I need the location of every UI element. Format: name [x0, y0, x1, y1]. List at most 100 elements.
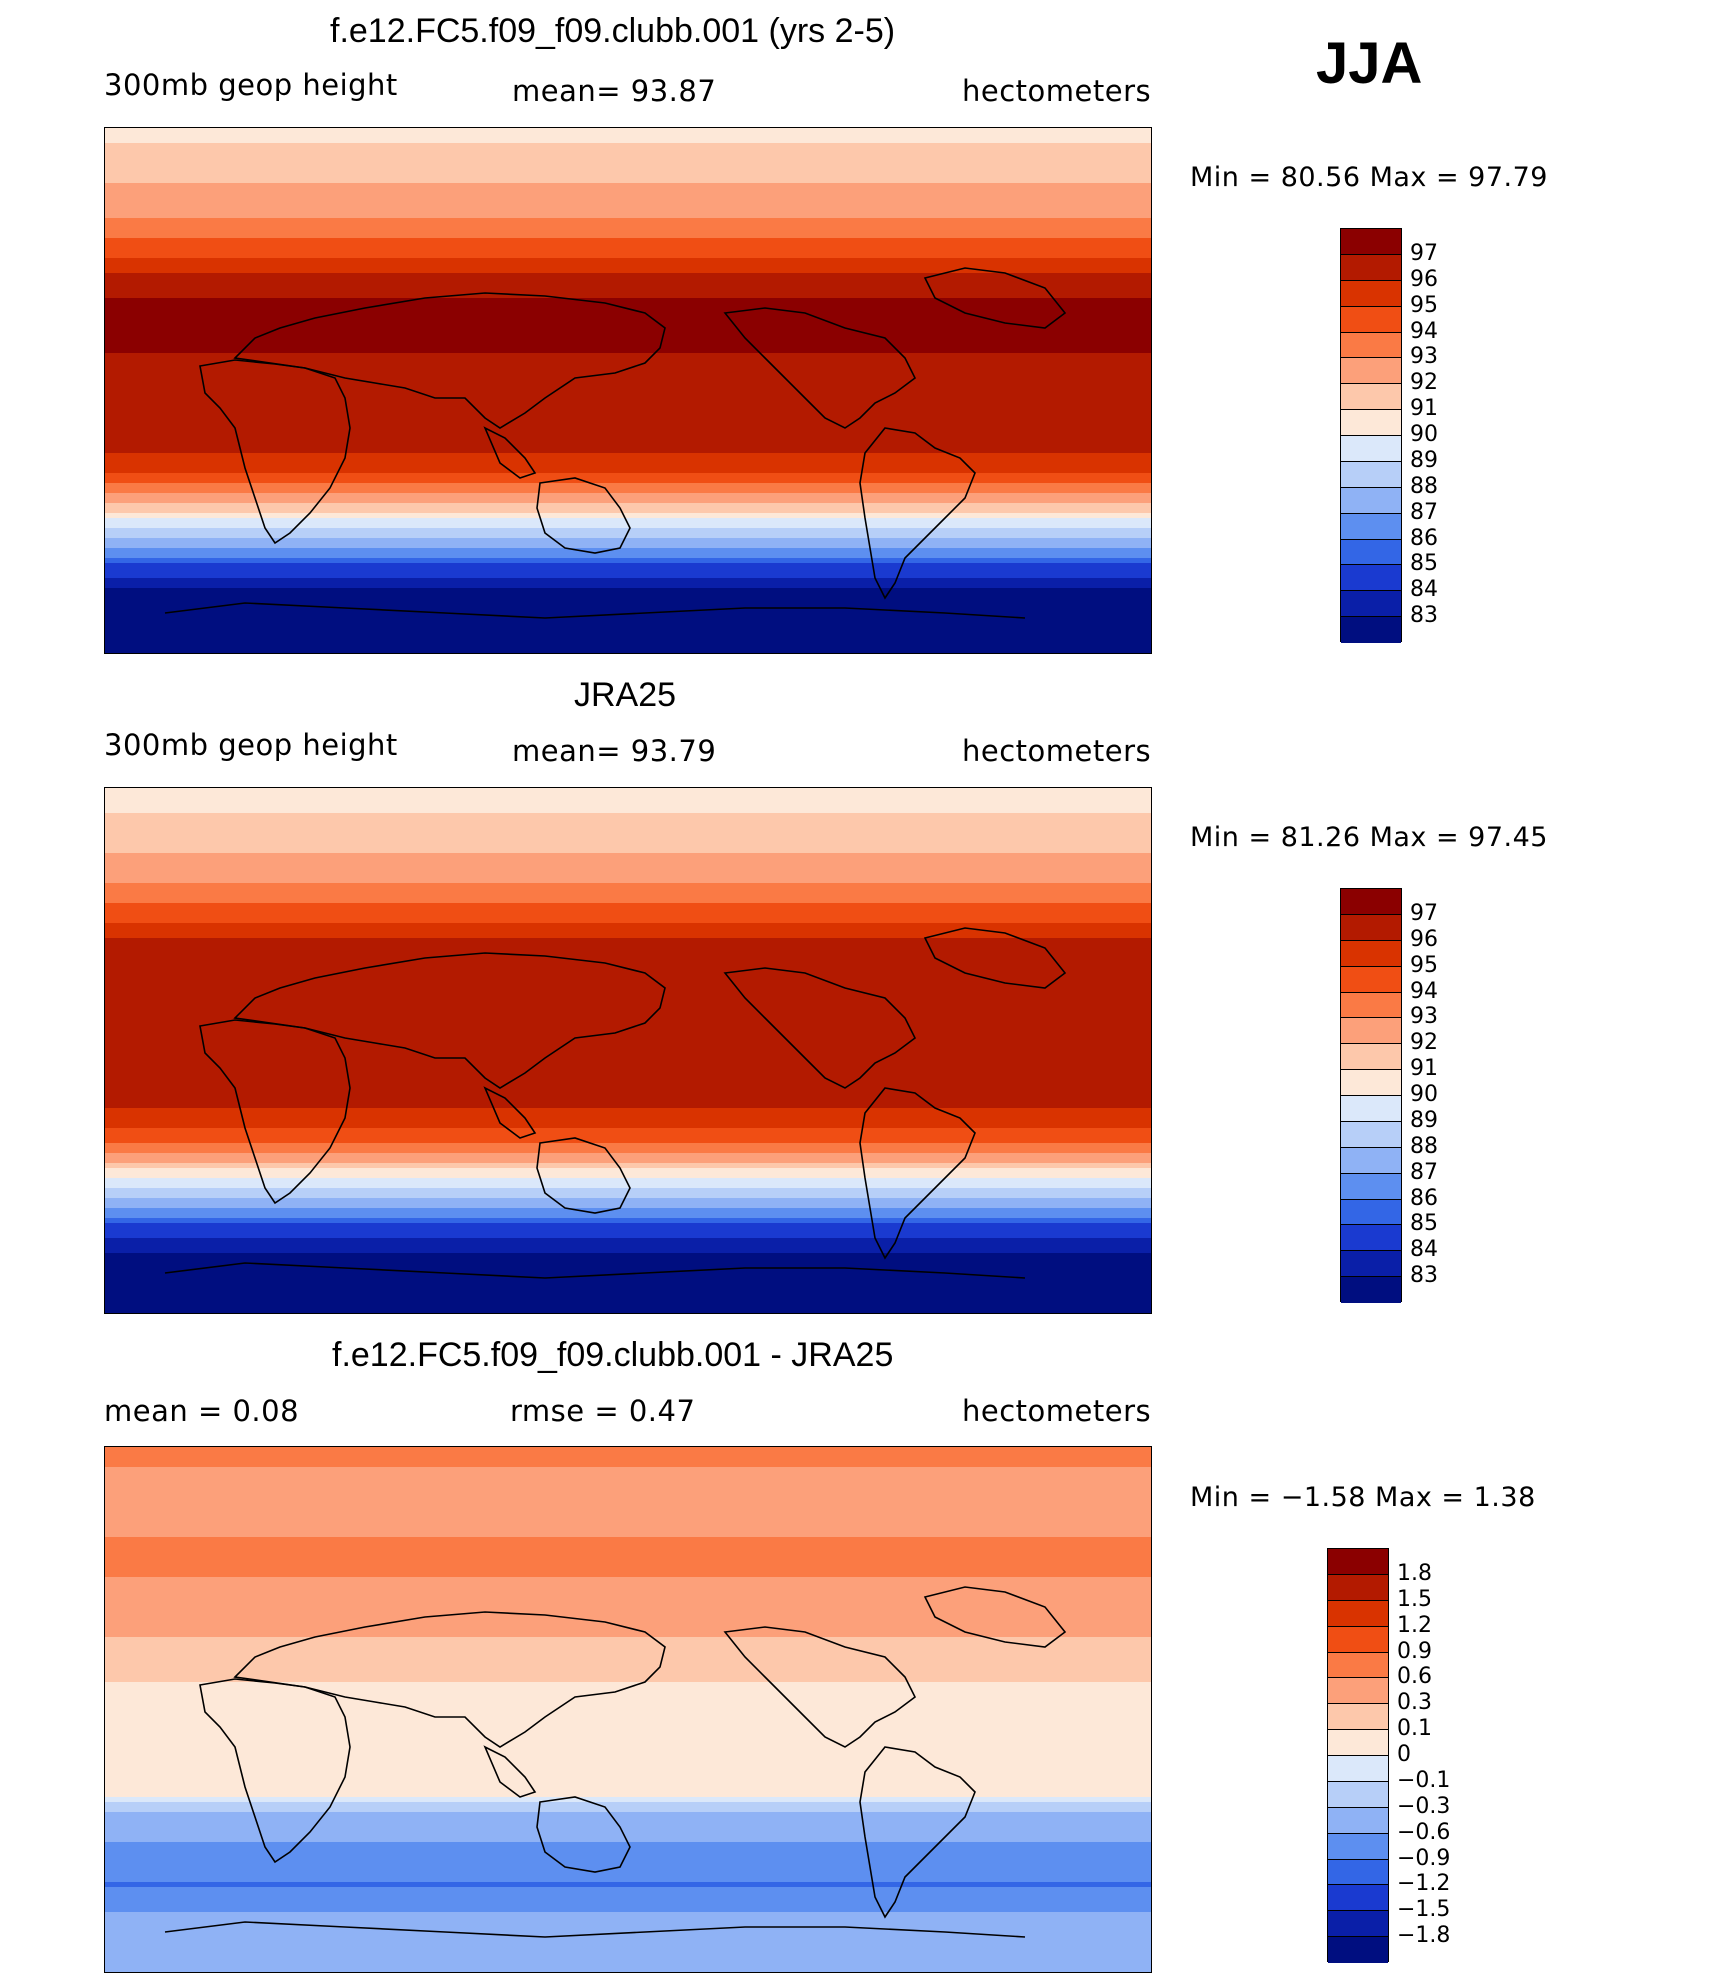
- colorbar-tick-label: 92: [1410, 370, 1438, 396]
- colorbar-swatch: [1341, 914, 1401, 941]
- map-latitude-band: [105, 1043, 1151, 1049]
- map-latitude-band: [105, 253, 1151, 259]
- map-latitude-band: [105, 1143, 1151, 1149]
- colorbar-tick-label: 0.3: [1397, 1690, 1432, 1716]
- map-latitude-band: [105, 1617, 1151, 1623]
- map-latitude-band: [105, 1612, 1151, 1618]
- map-latitude-band: [105, 1053, 1151, 1059]
- map-latitude-band: [105, 1228, 1151, 1234]
- map-latitude-band: [105, 858, 1151, 864]
- colorbar-swatch: [1341, 565, 1401, 592]
- continent-outline: [536, 1137, 631, 1214]
- map-latitude-band: [105, 1482, 1151, 1488]
- map-latitude-band: [105, 1697, 1151, 1703]
- panel-3-units-label: hectometers: [962, 1394, 1152, 1428]
- continent-outline: [483, 426, 537, 479]
- map-latitude-band: [105, 1487, 1151, 1493]
- map-latitude-band: [105, 1852, 1151, 1858]
- map-latitude-band: [105, 1532, 1151, 1538]
- map-latitude-band: [105, 1812, 1151, 1818]
- season-label: JJA: [1316, 31, 1423, 96]
- map-latitude-band: [105, 573, 1151, 579]
- map-latitude-band: [105, 523, 1151, 529]
- map-latitude-band: [105, 1577, 1151, 1583]
- colorbar-tick-label: 91: [1410, 396, 1438, 422]
- map-latitude-band: [105, 318, 1151, 324]
- map-latitude-band: [105, 233, 1151, 239]
- map-latitude-band: [105, 898, 1151, 904]
- panel-1-mean-label: mean= 93.87: [512, 74, 717, 108]
- panel-1-min-max: Min = 80.56 Max = 97.79: [1190, 162, 1548, 193]
- map-latitude-band: [105, 283, 1151, 289]
- panel-2-title: JRA25: [574, 676, 677, 714]
- map-latitude-band: [105, 483, 1151, 489]
- map-latitude-band: [105, 478, 1151, 484]
- colorbar-swatch: [1341, 461, 1401, 488]
- map-latitude-band: [105, 268, 1151, 274]
- map-latitude-band: [105, 988, 1151, 994]
- colorbar-swatch: [1328, 1626, 1388, 1653]
- map-latitude-band: [105, 828, 1151, 834]
- colorbar-swatch: [1328, 1652, 1388, 1679]
- map-latitude-band: [105, 908, 1151, 914]
- map-latitude-band: [105, 378, 1151, 384]
- map-latitude-band: [105, 1552, 1151, 1558]
- map-latitude-band: [105, 1762, 1151, 1768]
- colorbar-swatch: [1341, 940, 1401, 967]
- colorbar-swatch: [1341, 1044, 1401, 1071]
- colorbar-swatch: [1341, 1147, 1401, 1174]
- map-latitude-band: [105, 143, 1151, 149]
- map-latitude-band: [105, 463, 1151, 469]
- colorbar-tick-label: 88: [1410, 1133, 1438, 1159]
- colorbar-swatch: [1341, 1096, 1401, 1122]
- continent-outline: [536, 1796, 631, 1873]
- map-latitude-band: [105, 1462, 1151, 1468]
- colorbar-swatch: [1328, 1885, 1388, 1912]
- map-latitude-band: [105, 413, 1151, 419]
- map-latitude-band: [105, 848, 1151, 854]
- map-latitude-band: [105, 213, 1151, 219]
- map-latitude-band: [105, 603, 1151, 609]
- map-latitude-band: [105, 1013, 1151, 1019]
- panel-1-units-label: hectometers: [962, 74, 1152, 108]
- map-latitude-band: [105, 1268, 1151, 1274]
- map-latitude-band: [105, 323, 1151, 329]
- map-latitude-band: [105, 888, 1151, 894]
- map-latitude-band: [105, 1183, 1151, 1189]
- map-latitude-band: [105, 138, 1151, 144]
- map-latitude-band: [105, 958, 1151, 964]
- continent-outline: [233, 292, 666, 429]
- map-latitude-band: [105, 223, 1151, 229]
- map-latitude-band: [105, 1862, 1151, 1868]
- colorbar-swatch: [1328, 1756, 1388, 1782]
- map-latitude-band: [105, 438, 1151, 444]
- colorbar-swatch: [1341, 280, 1401, 307]
- map-latitude-band: [105, 1922, 1151, 1928]
- colorbar-swatch: [1341, 332, 1401, 359]
- map-latitude-band: [105, 153, 1151, 159]
- map-latitude-band: [105, 183, 1151, 189]
- map-latitude-band: [105, 948, 1151, 954]
- colorbar-tick-label: 0.1: [1397, 1716, 1432, 1742]
- map-latitude-band: [105, 298, 1151, 304]
- map-latitude-band: [105, 1093, 1151, 1099]
- map-latitude-band: [105, 1727, 1151, 1733]
- map-latitude-band: [105, 583, 1151, 589]
- colorbar-swatch: [1328, 1781, 1388, 1808]
- colorbar-tick-label: 89: [1410, 1107, 1438, 1133]
- map-latitude-band: [105, 943, 1151, 949]
- continent-outline: [859, 427, 976, 600]
- map-latitude-band: [105, 1837, 1151, 1843]
- panel-1-map-field: [105, 128, 1151, 653]
- map-latitude-band: [105, 1632, 1151, 1638]
- map-latitude-band: [105, 133, 1151, 139]
- map-latitude-band: [105, 993, 1151, 999]
- map-latitude-band: [105, 608, 1151, 614]
- map-latitude-band: [105, 588, 1151, 594]
- continent-outline: [923, 927, 1067, 989]
- map-latitude-band: [105, 1038, 1151, 1044]
- map-latitude-band: [105, 1542, 1151, 1548]
- map-latitude-band: [105, 1193, 1151, 1199]
- colorbar-tick-label: 85: [1410, 1211, 1438, 1237]
- map-latitude-band: [105, 1802, 1151, 1808]
